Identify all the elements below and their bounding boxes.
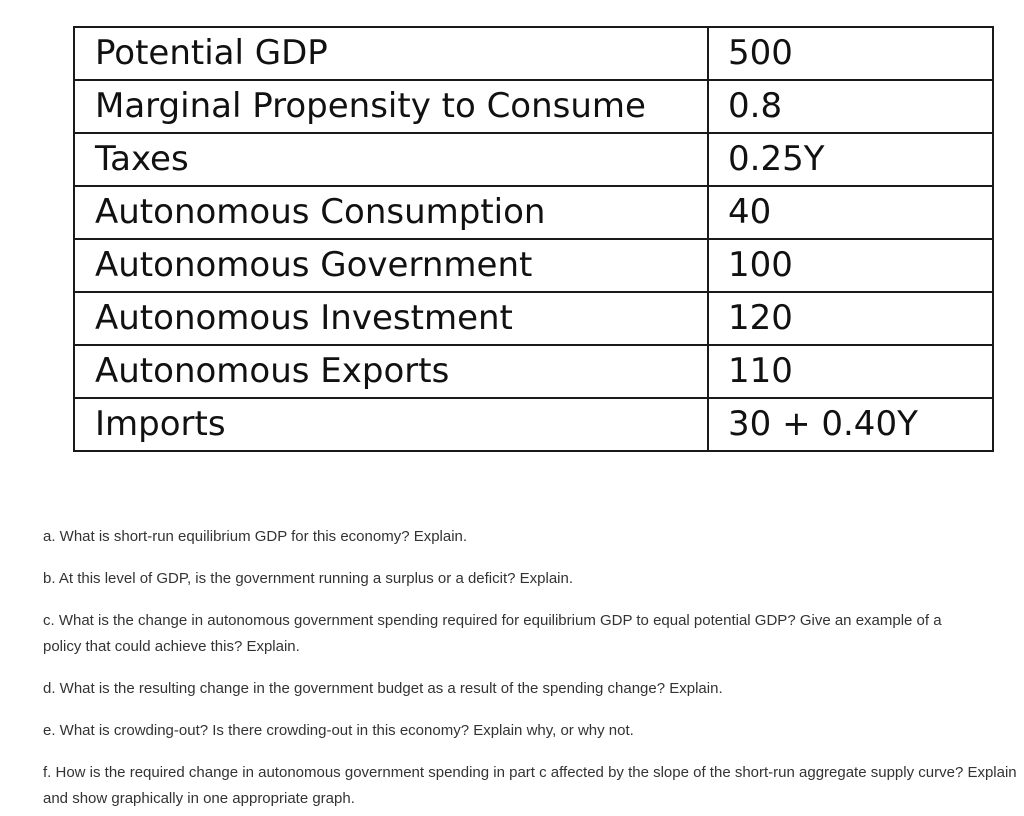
- row-value: 110: [707, 344, 994, 399]
- table-row-autonomous-investment: Autonomous Investment 120: [73, 291, 994, 346]
- question-c-continued: policy that could achieve this? Explain.: [43, 638, 300, 655]
- row-value: 120: [707, 291, 994, 346]
- question-e: e. What is crowding-out? Is there crowdi…: [43, 722, 634, 739]
- row-label: Imports: [73, 397, 709, 452]
- table-row-taxes: Taxes 0.25Y: [73, 132, 994, 187]
- row-value: 30 + 0.40Y: [707, 397, 994, 452]
- question-c: c. What is the change in autonomous gove…: [43, 612, 942, 629]
- table-row-autonomous-exports: Autonomous Exports 110: [73, 344, 994, 399]
- question-b: b. At this level of GDP, is the governme…: [43, 570, 574, 587]
- row-value: 0.8: [707, 79, 994, 134]
- table-row-mpc: Marginal Propensity to Consume 0.8: [73, 79, 994, 134]
- table-row-imports: Imports 30 + 0.40Y: [73, 397, 994, 452]
- question-d: d. What is the resulting change in the g…: [43, 680, 723, 697]
- row-value: 500: [707, 26, 994, 81]
- questions-list: a. What is short-run equilibrium GDP for…: [43, 524, 1024, 816]
- row-label: Autonomous Government: [73, 238, 709, 293]
- row-value: 40: [707, 185, 994, 240]
- table-row-autonomous-consumption: Autonomous Consumption 40: [73, 185, 994, 240]
- question-f: f. How is the required change in autonom…: [43, 764, 1017, 807]
- table-row-autonomous-government: Autonomous Government 100: [73, 238, 994, 293]
- row-label: Autonomous Exports: [73, 344, 709, 399]
- table-row-potential-gdp: Potential GDP 500: [73, 26, 994, 81]
- row-value: 100: [707, 238, 994, 293]
- economy-parameters-table: Potential GDP 500 Marginal Propensity to…: [73, 26, 994, 452]
- row-label: Marginal Propensity to Consume: [73, 79, 709, 134]
- row-value: 0.25Y: [707, 132, 994, 187]
- row-label: Potential GDP: [73, 26, 709, 81]
- question-a: a. What is short-run equilibrium GDP for…: [43, 528, 468, 545]
- row-label: Taxes: [73, 132, 709, 187]
- row-label: Autonomous Investment: [73, 291, 709, 346]
- row-label: Autonomous Consumption: [73, 185, 709, 240]
